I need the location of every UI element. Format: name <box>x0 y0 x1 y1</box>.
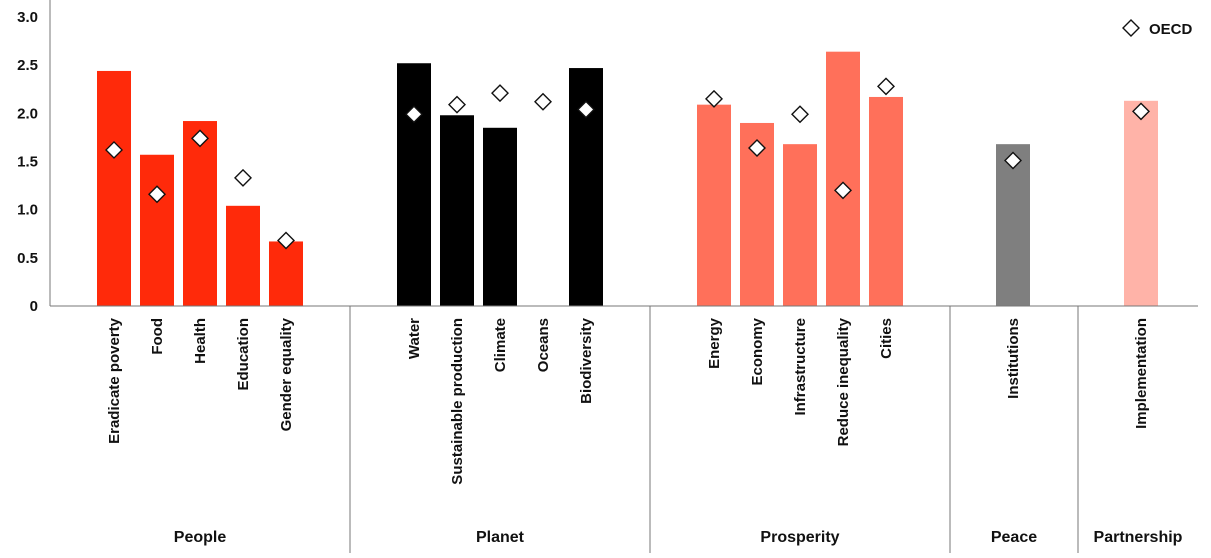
bar <box>269 241 303 306</box>
oecd-marker <box>148 185 166 204</box>
oecd-marker <box>491 84 509 103</box>
category-label: Oceans <box>535 318 552 372</box>
category-label: Sustainable production <box>449 318 466 485</box>
y-tick-label: 1.5 <box>17 154 38 171</box>
bar <box>97 70 131 307</box>
y-tick-label: 3.0 <box>17 9 38 26</box>
category-label: Reduce inequality <box>835 317 852 446</box>
group-label: Planet <box>476 529 525 546</box>
group-label: Peace <box>991 529 1037 546</box>
oecd-marker <box>405 105 423 124</box>
bars <box>97 51 1158 307</box>
category-label: Economy <box>749 317 766 385</box>
category-label: Institutions <box>1005 318 1022 399</box>
bar <box>140 154 174 306</box>
oecd-marker <box>705 89 723 108</box>
bar <box>483 127 517 307</box>
category-label: Cities <box>878 318 895 359</box>
oecd-marker <box>791 105 809 124</box>
oecd-marker <box>448 95 466 114</box>
category-label: Education <box>235 318 252 391</box>
group-label: People <box>174 529 227 546</box>
x-axis: People Eradicate poverty Food Health Educati… <box>50 305 1198 553</box>
category-label: Biodiversity <box>578 317 595 404</box>
bar <box>783 144 817 306</box>
y-tick-label: 2.0 <box>17 105 38 122</box>
group-label: Prosperity <box>760 529 839 546</box>
bar <box>869 96 903 306</box>
bar <box>996 144 1030 306</box>
category-label: Food <box>149 318 166 355</box>
oecd-markers <box>105 77 1150 250</box>
category-label: Health <box>192 318 209 364</box>
category-label: Gender equality <box>278 317 295 431</box>
bar <box>697 104 731 306</box>
legend-oecd-label: OECD <box>1149 21 1193 38</box>
oecd-marker <box>1004 151 1022 170</box>
y-tick-label: 2.5 <box>17 57 38 74</box>
y-axis: 0 0.5 1.0 1.5 2.0 2.5 3.0 <box>17 0 51 315</box>
bar <box>397 63 431 306</box>
oecd-marker <box>577 100 595 119</box>
bar <box>183 121 217 306</box>
category-label: Eradicate poverty <box>106 317 123 444</box>
category-label: Implementation <box>1133 318 1150 429</box>
y-tick-label: 0.5 <box>17 250 38 267</box>
bar <box>440 115 474 306</box>
category-label: Infrastructure <box>792 318 809 416</box>
group-label: Partnership <box>1094 529 1183 546</box>
category-label: Water <box>406 318 423 359</box>
oecd-marker <box>748 139 766 158</box>
oecd-marker <box>191 129 209 148</box>
oecd-marker <box>1132 102 1150 121</box>
oecd-marker <box>534 92 552 111</box>
bar <box>226 205 260 306</box>
bar <box>826 51 860 307</box>
oecd-marker <box>277 231 295 250</box>
oecd-marker <box>834 181 852 200</box>
y-tick-label: 1.0 <box>17 202 38 219</box>
oecd-marker <box>105 140 123 159</box>
legend: OECD <box>1122 19 1193 38</box>
category-label: Climate <box>492 318 509 372</box>
category-label: Energy <box>706 317 723 369</box>
oecd-marker <box>234 168 252 187</box>
legend-oecd-icon <box>1122 19 1140 37</box>
bar <box>1124 100 1158 306</box>
y-tick-label: 0 <box>30 298 38 315</box>
oecd-marker <box>877 77 895 96</box>
